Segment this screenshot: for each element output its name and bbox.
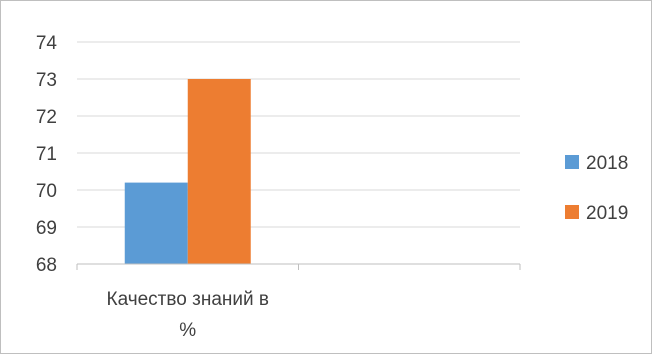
y-tick-label: 74 [36,33,58,54]
category-labels: Качество знаний в% [107,289,269,341]
y-tick-label: 71 [36,144,57,165]
bars [124,79,251,264]
y-tick-label: 69 [36,218,57,239]
y-tick-label: 73 [36,70,57,91]
legend-swatch [565,155,579,169]
legend-label: 2019 [586,203,628,224]
x-axis [76,263,521,270]
y-tick-label: 72 [36,107,57,128]
legend-label: 2018 [586,153,628,174]
legend-swatch [565,205,579,219]
y-axis-ticks: 68 69 70 71 72 73 74 [36,33,58,276]
y-tick-label: 70 [36,181,57,202]
bar-2018 [124,182,188,264]
legend: 2018 2019 [565,153,628,224]
category-label: % [179,320,196,341]
y-tick-label: 68 [36,255,57,276]
category-label: Качество знаний в [107,289,269,310]
bar-2019 [187,79,251,264]
